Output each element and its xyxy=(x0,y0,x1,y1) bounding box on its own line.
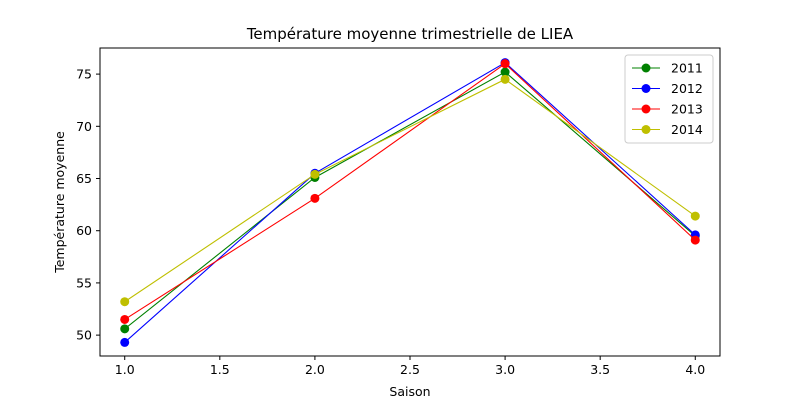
data-point xyxy=(120,297,130,307)
y-tick-label: 65 xyxy=(76,171,92,186)
legend-label: 2013 xyxy=(671,102,703,117)
y-tick-label: 55 xyxy=(76,275,92,290)
series-2013 xyxy=(120,59,700,324)
chart-title: Température moyenne trimestrielle de LIE… xyxy=(246,25,574,43)
x-tick-label: 2.5 xyxy=(400,362,420,377)
legend-item: 2011 xyxy=(632,61,703,76)
y-tick-label: 50 xyxy=(76,328,92,343)
series-2014 xyxy=(120,74,700,307)
y-tick-label: 70 xyxy=(76,119,92,134)
series-2011 xyxy=(120,67,700,334)
legend-item: 2013 xyxy=(632,102,703,117)
data-point xyxy=(690,211,700,221)
series-line-2011 xyxy=(124,71,696,330)
x-tick-label: 3.0 xyxy=(495,362,515,377)
series-2012 xyxy=(120,58,700,347)
legend-marker xyxy=(641,84,651,93)
y-tick-label: 60 xyxy=(76,223,92,238)
legend-label: 2014 xyxy=(671,122,703,137)
legend-marker xyxy=(641,125,651,134)
legend: 2011 2012 2013 2014 xyxy=(624,54,714,144)
legend-item: 2014 xyxy=(632,122,703,137)
x-tick-label: 1.5 xyxy=(210,362,230,377)
x-tick-label: 1.0 xyxy=(115,362,135,377)
legend-label: 2011 xyxy=(671,61,703,76)
legend-frame xyxy=(624,54,714,144)
data-point xyxy=(310,169,320,179)
data-point xyxy=(500,59,510,69)
x-axis-label: Saison xyxy=(389,384,430,399)
x-tick-label: 3.5 xyxy=(590,362,610,377)
plot-area-frame xyxy=(99,47,721,357)
legend-label: 2012 xyxy=(671,81,703,96)
x-tick-label: 4.0 xyxy=(685,362,705,377)
data-point xyxy=(690,235,700,245)
legend-marker xyxy=(641,63,651,73)
series-line-2014 xyxy=(124,78,696,303)
series-line-2012 xyxy=(124,61,696,343)
data-point xyxy=(120,314,130,324)
y-tick-label: 75 xyxy=(76,67,92,82)
data-point xyxy=(500,67,510,77)
legend-item: 2012 xyxy=(632,81,703,96)
data-point xyxy=(120,337,130,347)
legend-marker xyxy=(641,104,651,114)
y-axis-label: Température moyenne xyxy=(52,131,67,274)
data-point xyxy=(500,74,510,84)
data-point xyxy=(310,193,320,203)
x-tick-label: 2.0 xyxy=(305,362,325,377)
series-line-2013 xyxy=(124,62,696,320)
data-point xyxy=(120,324,130,334)
